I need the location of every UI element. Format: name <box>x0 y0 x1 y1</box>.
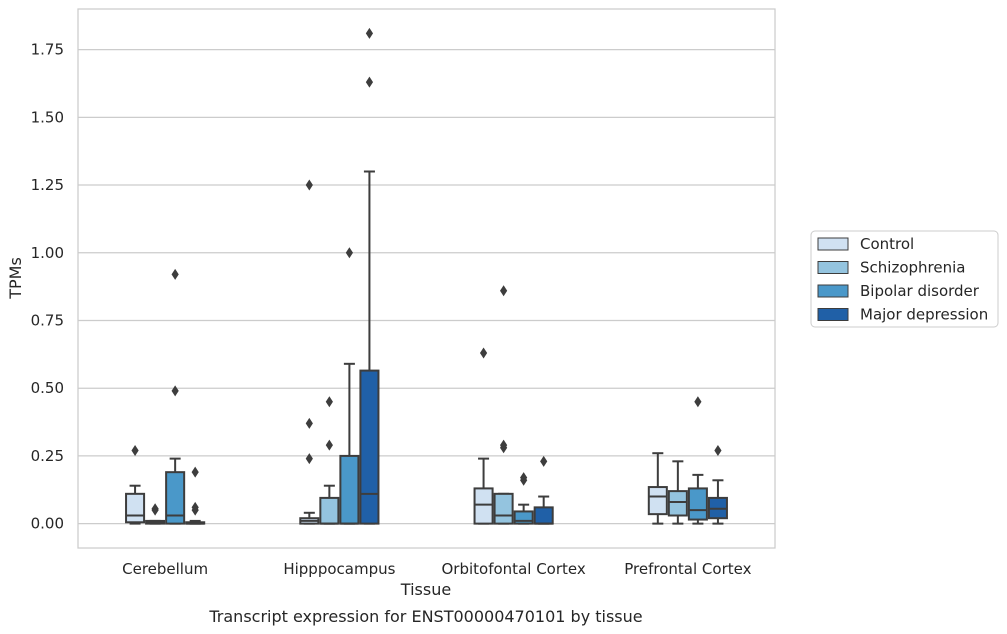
box <box>359 369 380 525</box>
legend-swatch <box>817 237 849 251</box>
outlier-point <box>131 444 139 456</box>
outlier-point <box>345 247 353 259</box>
box <box>687 487 708 521</box>
x-tick-label: Hipppocampus <box>283 560 395 578</box>
outlier-point <box>694 396 702 408</box>
box <box>319 496 340 525</box>
box <box>339 454 360 525</box>
legend-frame <box>810 230 999 328</box>
outlier-point <box>365 27 374 39</box>
legend: Control Schizophrenia Bipolar disorder Majo… <box>810 230 999 328</box>
outlier-point <box>191 501 199 513</box>
outlier-point <box>305 453 313 465</box>
plot-area-frame <box>77 8 776 549</box>
outlier-point <box>171 268 179 280</box>
outlier-point <box>171 385 179 397</box>
outlier-point <box>714 444 722 456</box>
x-axis-label: Tissue <box>400 580 451 599</box>
y-tick-label: 0.00 <box>31 515 64 533</box>
outlier-point <box>151 503 159 515</box>
y-axis-ticks: 0.00 0.25 0.50 0.75 1.00 1.25 1.50 1.75 <box>31 41 64 533</box>
box <box>473 487 494 525</box>
outlier-point <box>500 285 508 297</box>
outlier-point <box>540 455 548 467</box>
x-tick-label: Prefrontal Cortex <box>624 560 751 578</box>
box-series <box>125 27 728 525</box>
box <box>165 471 186 525</box>
outlier-point <box>325 396 333 408</box>
outlier-point <box>325 439 333 451</box>
x-tick-label: Cerebellum <box>122 560 208 578</box>
y-tick-label: 1.50 <box>31 108 64 126</box>
legend-swatch <box>817 261 849 274</box>
outlier-point <box>520 472 528 484</box>
outlier-point <box>191 466 199 478</box>
outlier-point <box>305 179 313 191</box>
legend-label: Bipolar disorder <box>860 282 980 300</box>
y-tick-label: 1.00 <box>31 244 64 262</box>
outlier-point <box>479 347 488 359</box>
y-axis-label: TPMs <box>6 257 25 300</box>
x-axis-ticks: Cerebellum Hipppocampus Orbitofontal Corte… <box>122 560 751 578</box>
box <box>125 492 146 524</box>
y-tick-label: 0.50 <box>31 379 64 397</box>
y-tick-label: 1.25 <box>31 176 64 194</box>
outlier-point <box>305 417 313 429</box>
legend-label: Major depression <box>860 306 988 324</box>
box <box>667 490 688 517</box>
x-tick-label: Orbitofontal Cortex <box>442 560 586 578</box>
y-tick-label: 0.75 <box>31 311 64 329</box>
box <box>647 486 668 516</box>
outlier-point <box>365 76 374 88</box>
box <box>493 492 514 525</box>
legend-swatch <box>817 308 849 321</box>
y-tick-label: 0.25 <box>31 447 64 465</box>
legend-label: Control <box>860 235 914 253</box>
chart-caption: Transcript expression for ENST0000047010… <box>208 607 642 626</box>
legend-label: Schizophrenia <box>860 259 965 277</box>
outlier-point <box>500 439 508 451</box>
y-tick-label: 1.75 <box>31 41 64 59</box>
legend-swatch <box>817 284 849 298</box>
box <box>533 506 554 525</box>
